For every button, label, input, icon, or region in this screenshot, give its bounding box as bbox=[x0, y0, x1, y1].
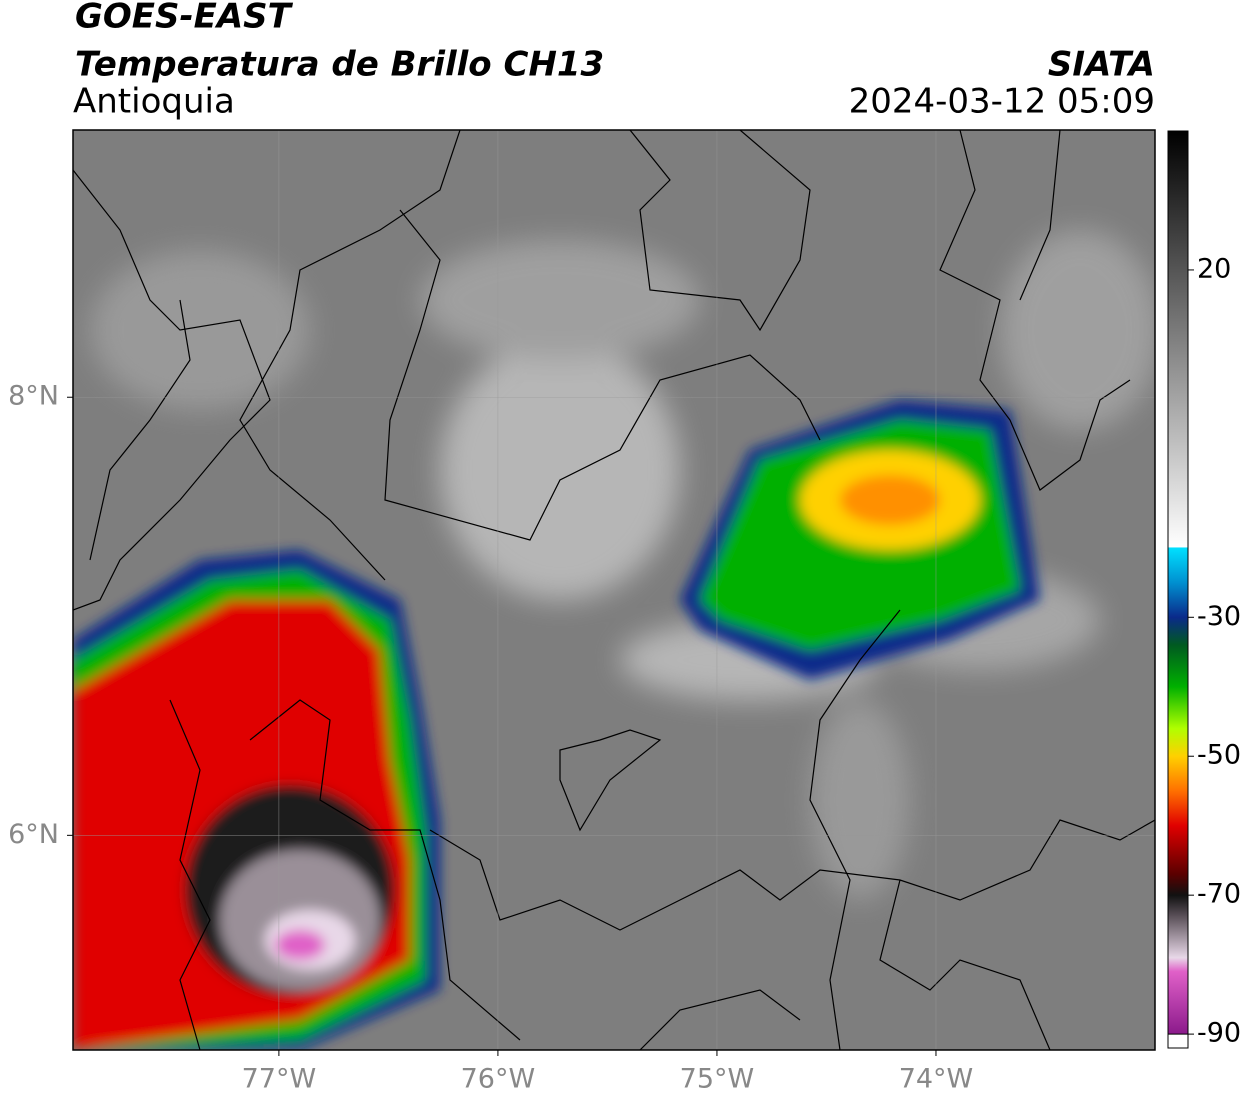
colorbar bbox=[1167, 130, 1189, 1049]
colorbar-tick-label: -70 bbox=[1197, 879, 1241, 910]
region: Antioquia bbox=[73, 82, 235, 122]
x-tick-label: 74°W bbox=[899, 1064, 974, 1095]
x-tick-label: 75°W bbox=[680, 1064, 755, 1095]
colorbar-under bbox=[1167, 1033, 1189, 1049]
colorbar-tick-label: -30 bbox=[1197, 601, 1241, 632]
x-tick-label: 77°W bbox=[242, 1064, 317, 1095]
title: GOES-EAST bbox=[75, 0, 294, 37]
source: SIATA bbox=[1048, 45, 1155, 85]
colorbar-tick-label: -90 bbox=[1197, 1018, 1241, 1049]
timestamp: 2024-03-12 05:09 bbox=[849, 82, 1155, 122]
colorbar-tick-label: 20 bbox=[1197, 253, 1231, 284]
y-tick-label: 6°N bbox=[8, 819, 59, 850]
subtitle: Temperatura de Brillo CH13 bbox=[75, 45, 604, 85]
x-tick-label: 76°W bbox=[461, 1064, 536, 1095]
map-frame bbox=[72, 129, 1156, 1051]
y-tick-label: 8°N bbox=[8, 381, 59, 412]
satellite-image bbox=[73, 130, 1155, 1050]
colorbar-tick-label: -50 bbox=[1197, 740, 1241, 771]
